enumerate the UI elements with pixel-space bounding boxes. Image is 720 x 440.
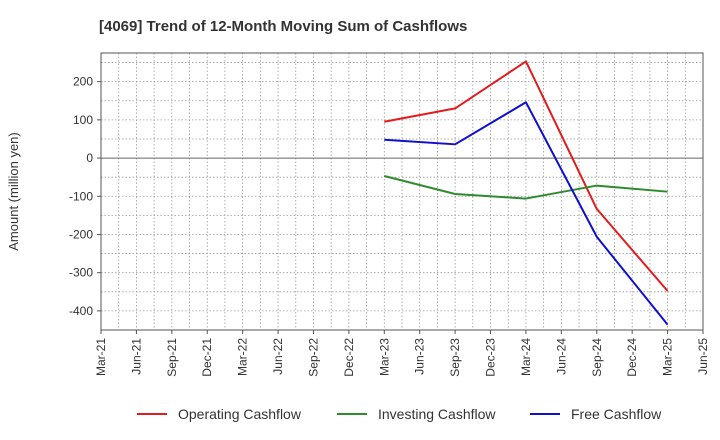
chart-title: [4069] Trend of 12-Month Moving Sum of C… — [99, 18, 467, 35]
x-tick-label: Jun-21 — [129, 338, 143, 375]
x-tick-label: Sep-24 — [590, 338, 604, 377]
series-line-operating-cashflow — [384, 60, 669, 292]
y-tick-label: -200 — [69, 227, 93, 241]
legend-label: Operating Cashflow — [178, 406, 302, 422]
y-tick-label: 200 — [73, 75, 93, 89]
legend-label: Free Cashflow — [571, 406, 662, 422]
x-tick-label: Dec-21 — [200, 338, 214, 377]
y-tick-label: -400 — [69, 304, 93, 318]
x-tick-label: Mar-21 — [94, 338, 108, 376]
series-lines — [384, 60, 669, 326]
x-tick-label: Jun-22 — [271, 338, 285, 375]
y-tick-label: 100 — [73, 113, 93, 127]
y-axis-label: Amount (million yen) — [6, 132, 21, 251]
y-tick-label: -100 — [69, 189, 93, 203]
x-tick-label: Sep-22 — [306, 338, 320, 377]
x-tick-label: Sep-23 — [448, 338, 462, 377]
y-tick-label: 0 — [86, 151, 93, 165]
x-tick-label: Sep-21 — [165, 338, 179, 377]
x-tick-label: Dec-23 — [484, 338, 498, 377]
x-tick-label: Dec-24 — [625, 338, 639, 377]
legend-label: Investing Cashflow — [378, 406, 496, 422]
legend: Operating Cashflow Investing Cashflow Free… — [137, 406, 662, 422]
grid — [101, 53, 703, 330]
x-tick-label: Mar-25 — [661, 338, 675, 376]
x-tick-label: Mar-24 — [519, 338, 533, 376]
y-axis-ticks: 200 100 0 -100 -200 -300 -400 — [69, 75, 101, 318]
x-axis-ticks: Mar-21 Jun-21 Sep-21 Dec-21 Mar-22 Jun-22 Sep-… — [94, 330, 710, 377]
x-tick-label: Dec-22 — [342, 338, 356, 377]
x-tick-label: Mar-23 — [377, 338, 391, 376]
series-line-free-cashflow — [384, 101, 669, 326]
x-tick-label: Jun-25 — [696, 338, 710, 375]
series-line-investing-cashflow — [384, 175, 668, 200]
x-tick-label: Mar-22 — [236, 338, 250, 376]
x-tick-label: Jun-23 — [413, 338, 427, 375]
y-tick-label: -300 — [69, 266, 93, 280]
x-tick-label: Jun-24 — [554, 338, 568, 375]
plot-area — [100, 52, 704, 331]
